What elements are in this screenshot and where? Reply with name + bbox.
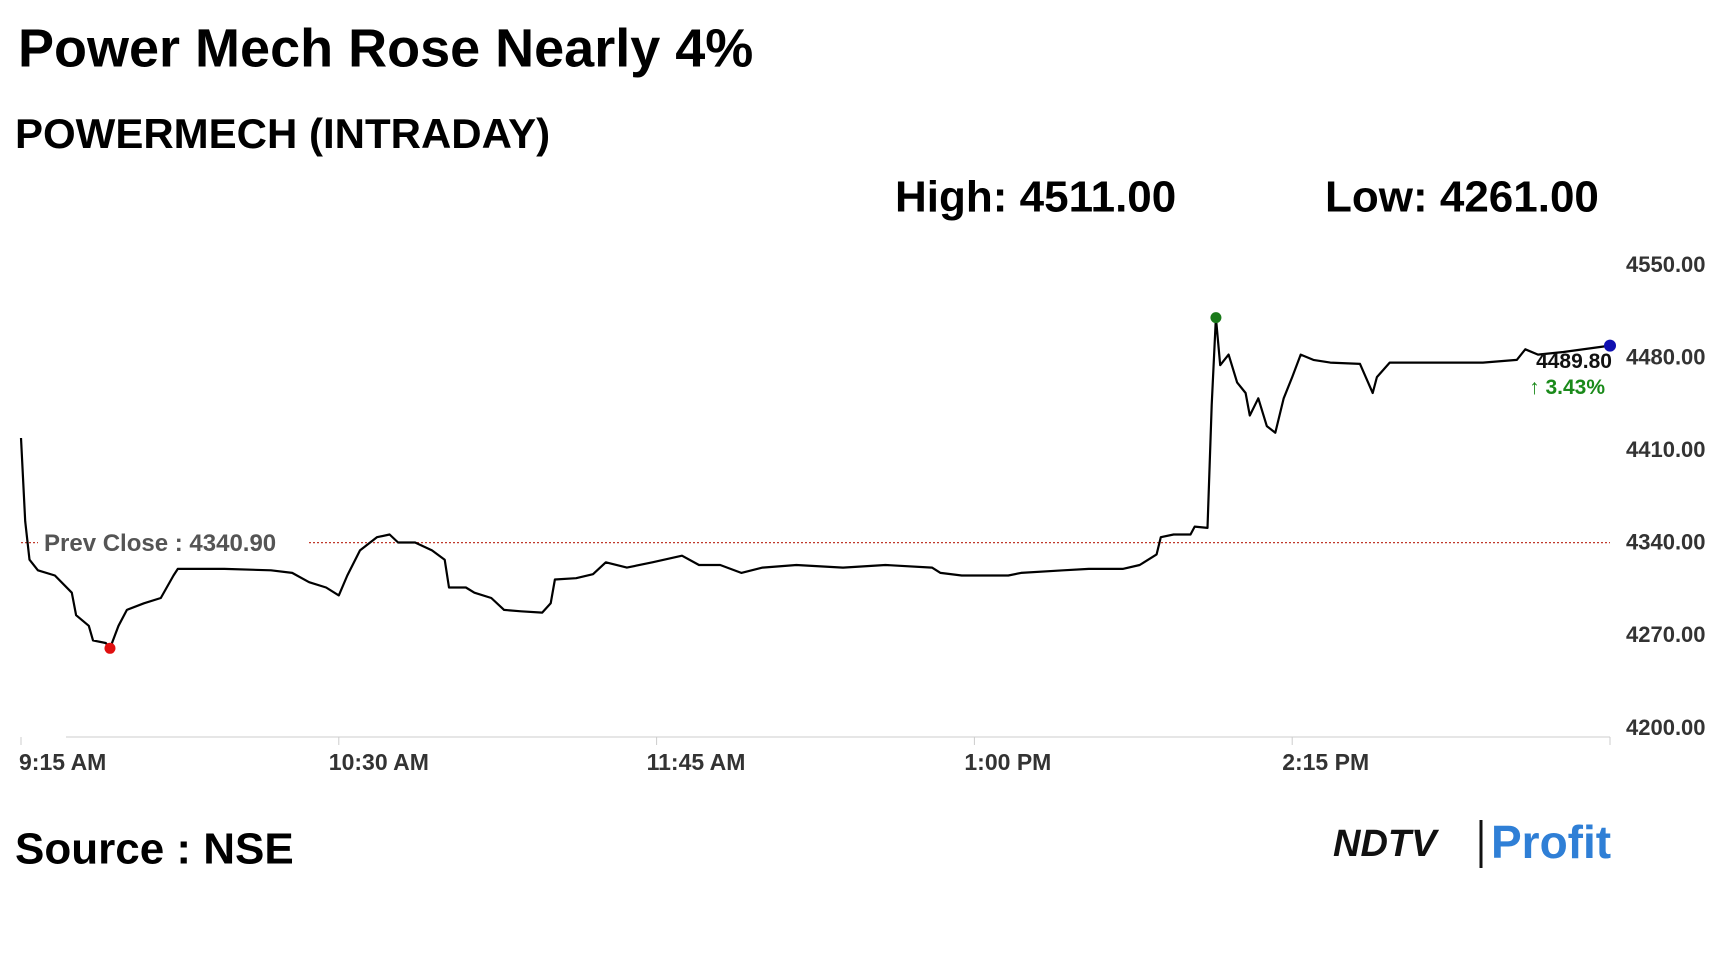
high-label: High: 4511.00 <box>895 173 1176 222</box>
x-tick-label: 10:30 AM <box>329 749 429 775</box>
high-marker <box>1210 312 1222 324</box>
y-tick-label: 4550.00 <box>1626 252 1706 277</box>
y-tick-label: 4480.00 <box>1626 344 1706 369</box>
last-price-label: 4489.80 <box>1536 350 1612 373</box>
x-tick-label: 1:00 PM <box>964 749 1051 775</box>
y-tick-label: 4340.00 <box>1626 530 1706 555</box>
x-tick-label: 11:45 AM <box>647 749 746 775</box>
y-tick-label: 4270.00 <box>1626 622 1706 647</box>
y-tick-label: 4200.00 <box>1626 715 1706 740</box>
low-marker <box>104 642 116 654</box>
x-tick-label: 9:15 AM <box>19 749 106 775</box>
source: Source : NSE <box>15 825 294 874</box>
chart-subtitle: POWERMECH (INTRADAY) <box>15 110 550 157</box>
change-label: ↑ 3.43% <box>1529 376 1605 399</box>
prev-close-label: Prev Close : 4340.90 <box>44 530 276 557</box>
price-line <box>19 316 1611 650</box>
prev-close-bg <box>38 527 308 554</box>
logo-brand: NDTV <box>1333 823 1439 865</box>
x-tick-label: 2:15 PM <box>1282 749 1369 775</box>
logo-product: Profit <box>1491 816 1611 868</box>
y-tick-label: 4410.00 <box>1626 437 1706 462</box>
low-label: Low: 4261.00 <box>1325 173 1599 222</box>
chart-title: Power Mech Rose Nearly 4% <box>18 18 753 78</box>
last-marker <box>1604 339 1616 352</box>
